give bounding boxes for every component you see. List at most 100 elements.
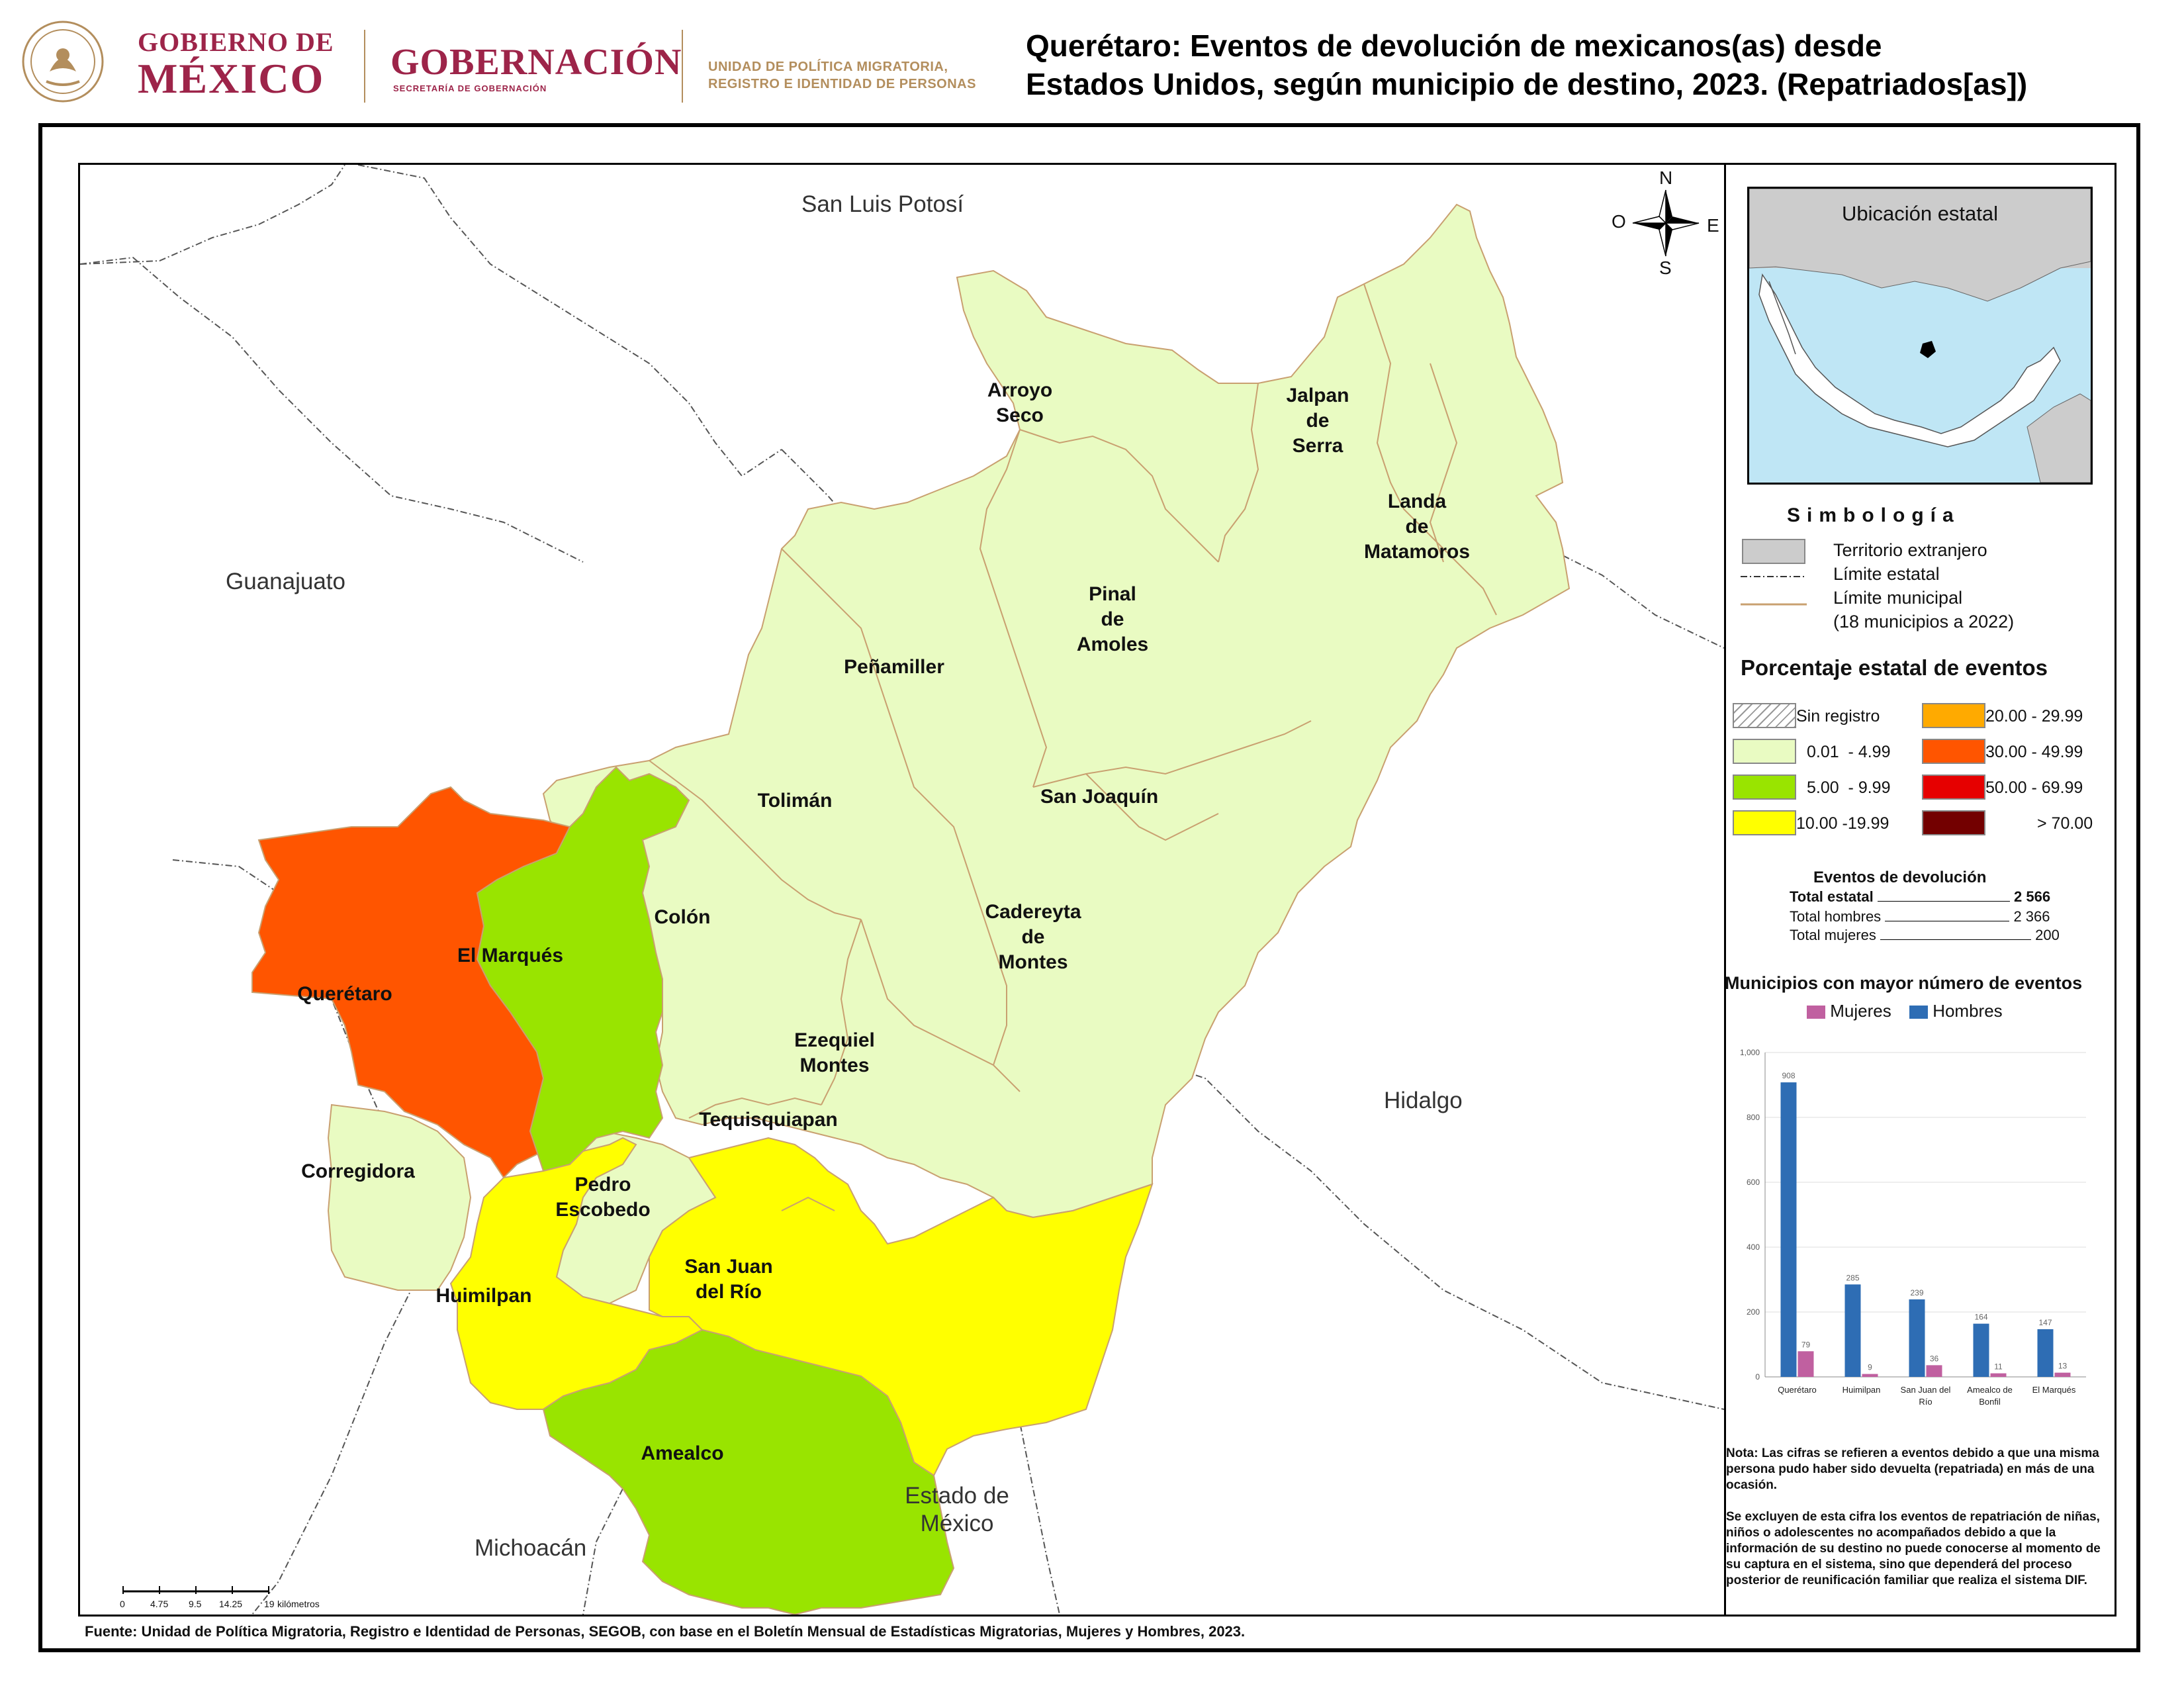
neighbor-north: San Luis Potosí xyxy=(801,191,964,217)
compass-s: S xyxy=(1659,258,1672,278)
muni-label-arroyo-seco: Arroyo Seco xyxy=(987,379,1053,426)
class-swatch-5 xyxy=(1922,739,1985,764)
legend-hombres-label: Hombres xyxy=(1933,1001,2003,1021)
events-row-hombres: Total hombres 2 366 xyxy=(1790,908,2061,925)
muni-label-san-joaquin: San Joaquín xyxy=(1040,786,1159,808)
gobernacion-label: GOBERNACIÓN xyxy=(390,42,682,83)
x-tick-label: Bonfil xyxy=(1979,1397,2001,1407)
legend-municipal-line xyxy=(1741,603,1807,606)
class-label-6: 50.00 - 69.99 xyxy=(1985,778,2083,797)
page-title: Querétaro: Eventos de devolución de mexi… xyxy=(1026,26,2164,103)
title-line-1: Querétaro: Eventos de devolución de mexi… xyxy=(1026,28,1882,63)
gobernacion-sublabel: SECRETARÍA DE GOBERNACIÓN xyxy=(393,83,547,93)
muni-label-corregidora: Corregidora xyxy=(301,1160,415,1182)
state-map xyxy=(80,165,1724,1615)
bar-hombres xyxy=(2037,1329,2054,1377)
bar-mujeres xyxy=(1926,1365,1942,1377)
legend-foreign-swatch xyxy=(1742,539,1805,564)
x-tick-label: Huimilpan xyxy=(1843,1385,1881,1395)
bar-mujeres xyxy=(1797,1351,1814,1377)
bar-hombres xyxy=(1780,1082,1797,1377)
muni-label-huimilpan: Huimilpan xyxy=(435,1285,532,1307)
scale-tick-1: 4.75 xyxy=(150,1599,169,1609)
legend-municipal-label: Límite municipal xyxy=(1833,588,1963,608)
bar-label-mujeres: 79 xyxy=(1801,1340,1811,1349)
muni-label-pedro-escobedo: Pedro Escobedo xyxy=(555,1174,651,1221)
neighbor-west: Guanajuato xyxy=(226,569,345,594)
compass-o: O xyxy=(1612,211,1626,232)
muni-label-cadereyta: Cadereyta de Montes xyxy=(985,901,1081,973)
scale-unit: kilómetros xyxy=(277,1599,320,1609)
scale-tick-2: 9.5 xyxy=(189,1599,202,1609)
neighbor-east: Hidalgo xyxy=(1384,1088,1463,1113)
events-total-value: 2 566 xyxy=(2014,888,2051,905)
source-note: Fuente: Unidad de Política Migratoria, R… xyxy=(85,1623,1246,1640)
bar-mujeres xyxy=(1862,1374,1878,1377)
scale-tick-3: 14.25 xyxy=(219,1599,243,1609)
legend-title: Simbología xyxy=(1787,504,1960,526)
legend-state-label: Límite estatal xyxy=(1833,564,1940,584)
muni-label-san-juan: San Juan del Río xyxy=(684,1256,773,1303)
inset-title: Ubicación estatal xyxy=(1841,202,1999,225)
compass-n: N xyxy=(1659,167,1673,188)
map-frame xyxy=(38,123,2140,1652)
events-row-mujeres: Total mujeres 200 xyxy=(1790,927,2061,944)
muni-label-el-marques: El Marqués xyxy=(457,945,564,966)
scale-bar xyxy=(122,1586,269,1594)
y-tick-label: 1,000 xyxy=(1740,1048,1760,1057)
bar-label-hombres: 147 xyxy=(2038,1318,2052,1327)
municipios xyxy=(251,203,1570,1615)
events-row-total: Total estatal 2 566 xyxy=(1790,888,2061,906)
class-label-sin-registro: Sin registro xyxy=(1796,707,1880,726)
events-hombres-value: 2 366 xyxy=(2013,908,2050,925)
coat-of-arms-icon xyxy=(20,19,106,105)
sidebar xyxy=(1726,163,2116,1617)
region-north-light xyxy=(542,203,1570,1219)
bar-label-hombres: 164 xyxy=(1974,1313,1987,1322)
events-hombres-label: Total hombres xyxy=(1790,908,1882,925)
compass-icon xyxy=(1632,189,1700,257)
compass-e: E xyxy=(1707,215,1719,236)
bar-label-mujeres: 9 xyxy=(1868,1363,1872,1372)
class-label-1: 0.01 - 4.99 xyxy=(1807,743,1891,761)
municipal-lines xyxy=(649,283,1497,1211)
region-san-juan xyxy=(649,1137,1154,1477)
percent-legend-title: Porcentaje estatal de eventos xyxy=(1741,655,2048,680)
muni-label-queretaro: Querétaro xyxy=(297,983,392,1005)
header-logos: GOBIERNO DE MÉXICO GOBERNACIÓN SECRETARÍ… xyxy=(20,13,999,113)
gobierno-label: GOBIERNO DE xyxy=(138,27,334,57)
scale-tick-4: 19 xyxy=(264,1599,275,1609)
bar-chart-title: Municipios con mayor número de eventos xyxy=(1725,973,2083,993)
bar-chart: 0 200 400 600 800 1,000 908 79 Querétaro 285 9 Huim… xyxy=(1740,1048,2086,1407)
region-corregidora xyxy=(327,1103,472,1291)
muni-label-toliman: Tolimán xyxy=(757,790,833,812)
muni-label-jalpan: Jalpan de Serra xyxy=(1286,385,1349,457)
muni-label-landa: Landa de Matamoros xyxy=(1363,491,1471,563)
class-swatch-6 xyxy=(1922,774,1985,800)
legend-state-line xyxy=(1741,576,1807,577)
class-label-5: 30.00 - 49.99 xyxy=(1985,743,2083,761)
class-label-7: > 70.00 xyxy=(2037,814,2093,833)
muni-label-colon: Colón xyxy=(654,906,711,928)
bar-mujeres xyxy=(1990,1373,2007,1377)
y-tick-label: 200 xyxy=(1747,1307,1760,1317)
header-divider xyxy=(364,30,365,103)
y-tick-label: 400 xyxy=(1747,1243,1760,1252)
y-tick-label: 800 xyxy=(1747,1113,1760,1122)
region-amealco xyxy=(542,1329,955,1615)
neighbor-south: Estado de México xyxy=(905,1483,1009,1536)
y-tick-label: 600 xyxy=(1747,1178,1760,1187)
state-boundaries xyxy=(80,165,1724,1615)
y-tick-label: 0 xyxy=(1755,1372,1760,1382)
upm-label-1: UNIDAD DE POLÍTICA MIGRATORIA, xyxy=(708,60,948,74)
muni-label-ezequiel-montes: Ezequiel Montes xyxy=(794,1029,875,1076)
class-label-3: 10.00 -19.99 xyxy=(1796,814,1889,833)
class-swatch-4 xyxy=(1922,703,1985,728)
bar-hombres xyxy=(1973,1323,1989,1377)
legend-mujeres-swatch xyxy=(1807,1006,1825,1019)
bar-label-mujeres: 13 xyxy=(2058,1362,2068,1371)
bar-label-mujeres: 36 xyxy=(1930,1354,1939,1363)
location-inset: Ubicación estatal xyxy=(1747,187,2093,485)
bar-hombres xyxy=(1909,1299,1925,1377)
bar-label-hombres: 285 xyxy=(1846,1273,1859,1282)
